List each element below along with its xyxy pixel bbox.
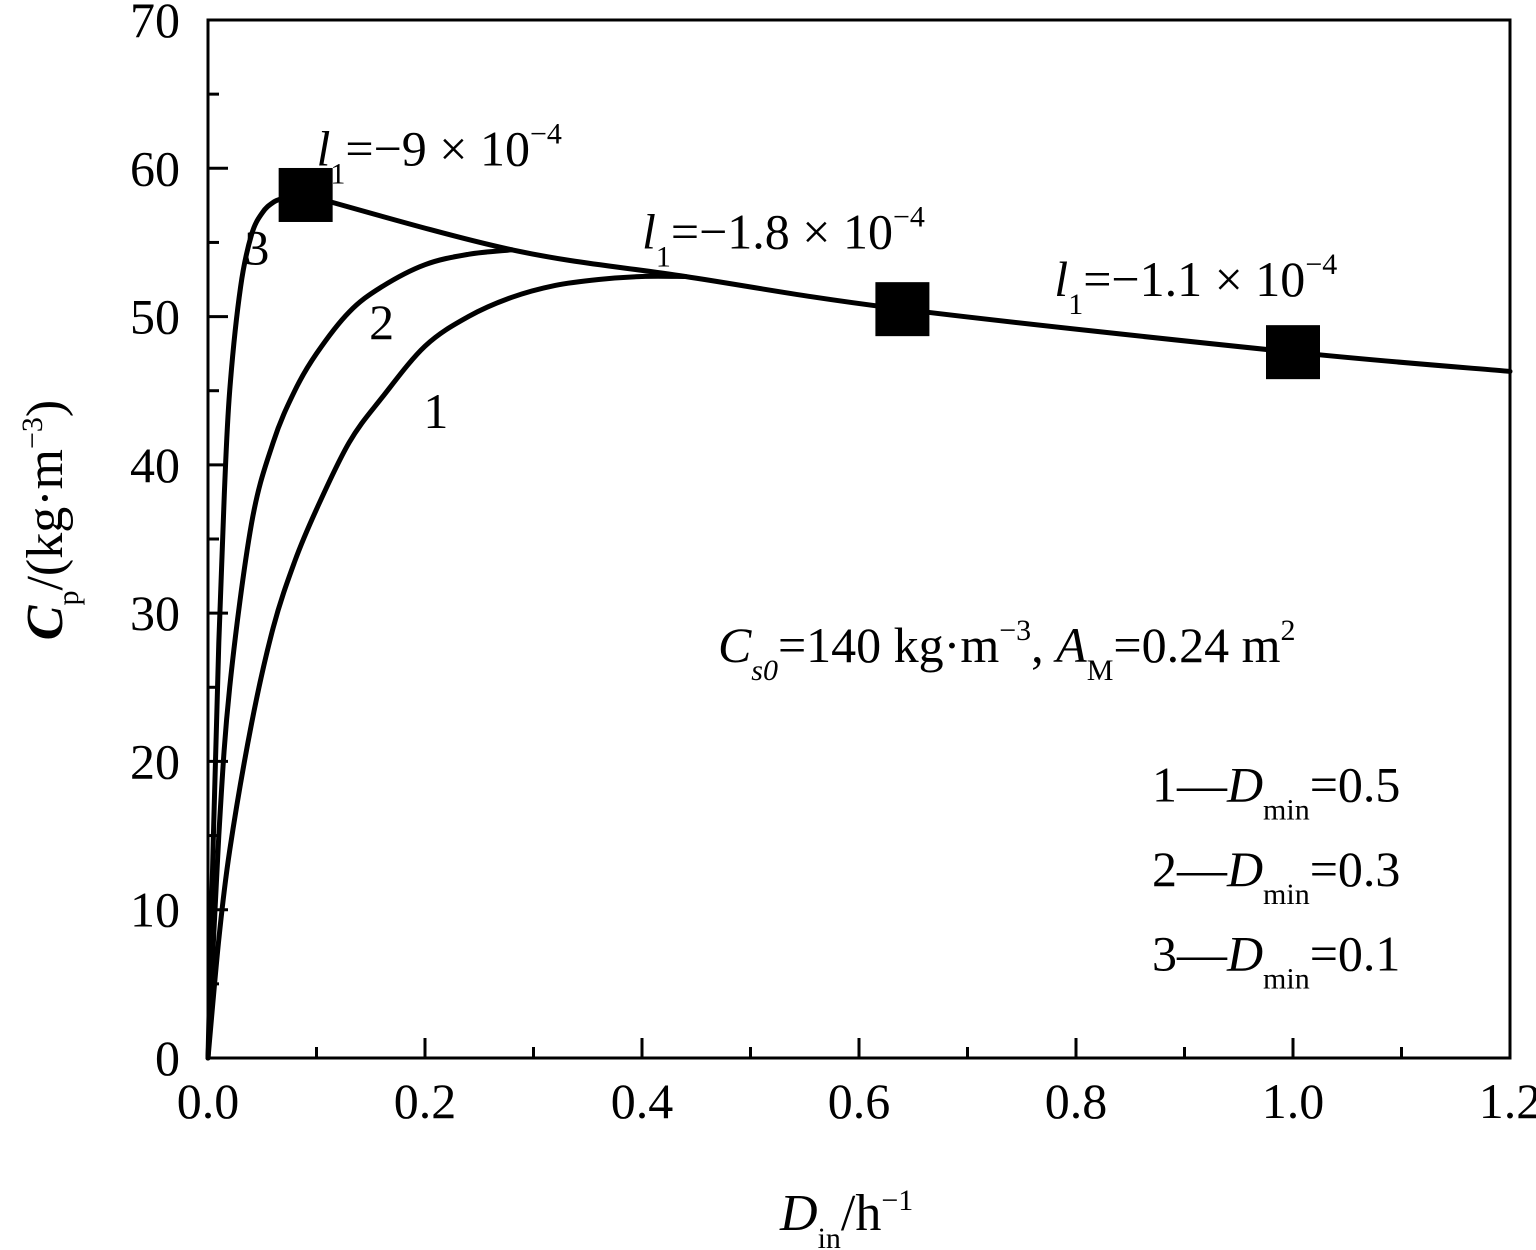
annotations: l1=−9 × 10−4 l1=−1.8 × 10−4 l1=−1.1 × 10−4… <box>317 117 1401 995</box>
square-marker <box>278 167 333 222</box>
x-tick-label: 0.8 <box>1045 1073 1108 1129</box>
y-tick-label: 10 <box>130 882 180 938</box>
legend-entry-1: 1—Dmin=0.5 <box>1152 756 1400 826</box>
series-line-3 <box>205 192 309 1061</box>
series-label-3: 3 <box>244 220 269 276</box>
series-labels: 12 3 <box>244 220 448 439</box>
y-tick-label: 70 <box>130 0 180 48</box>
x-tick-label: 0.6 <box>828 1073 891 1129</box>
legend-entry-2: 2—Dmin=0.3 <box>1152 841 1400 911</box>
series-label-2: 2 <box>369 294 394 350</box>
square-marker <box>875 282 930 337</box>
x-tick-label: 0.0 <box>177 1073 240 1129</box>
series-line-1 <box>205 273 688 1061</box>
l1-annotation: l1=−9 × 10−4 <box>317 117 562 190</box>
markers <box>278 167 1320 380</box>
l1-annotation: l1=−1.8 × 10−4 <box>642 200 925 273</box>
y-tick-label: 50 <box>130 289 180 345</box>
series-line-2 <box>205 247 515 1061</box>
conditions-annotation: Cs0=140 kg·m−3, AM=0.24 m2 <box>718 614 1296 687</box>
x-tick-label: 1.0 <box>1262 1073 1325 1129</box>
axis-ticks <box>206 18 1512 1060</box>
square-marker <box>1266 325 1320 380</box>
y-tick-label: 0 <box>155 1030 180 1086</box>
y-tick-label: 20 <box>130 733 180 789</box>
y-tick-label: 30 <box>130 585 180 641</box>
x-tick-label: 0.2 <box>394 1073 457 1129</box>
x-axis-title: Din/h−1 <box>779 1184 913 1250</box>
y-tick-label: 40 <box>130 437 180 493</box>
l1-annotation: l1=−1.1 × 10−4 <box>1054 248 1337 321</box>
legend-entry-3: 3—Dmin=0.1 <box>1152 926 1400 996</box>
tick-labels: 0.0 0.2 0.4 0.6 0.8 1.0 1.2 0 10 20 30 40 50 60 70 <box>130 0 1536 1129</box>
y-axis-title: Cp/(kg·m−3) <box>16 400 85 640</box>
series-label-1: 1 <box>423 383 448 439</box>
x-tick-label: 0.4 <box>611 1073 674 1129</box>
y-tick-label: 60 <box>130 140 180 196</box>
x-tick-label: 1.2 <box>1479 1073 1536 1129</box>
